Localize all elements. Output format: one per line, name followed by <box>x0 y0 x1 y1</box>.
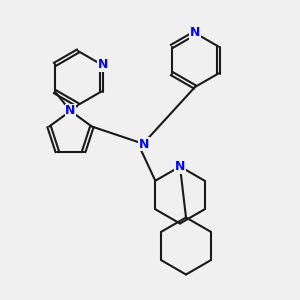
Text: N: N <box>175 160 185 173</box>
Text: N: N <box>65 104 76 118</box>
Text: N: N <box>139 137 149 151</box>
Text: N: N <box>190 26 200 40</box>
Text: N: N <box>98 58 108 71</box>
